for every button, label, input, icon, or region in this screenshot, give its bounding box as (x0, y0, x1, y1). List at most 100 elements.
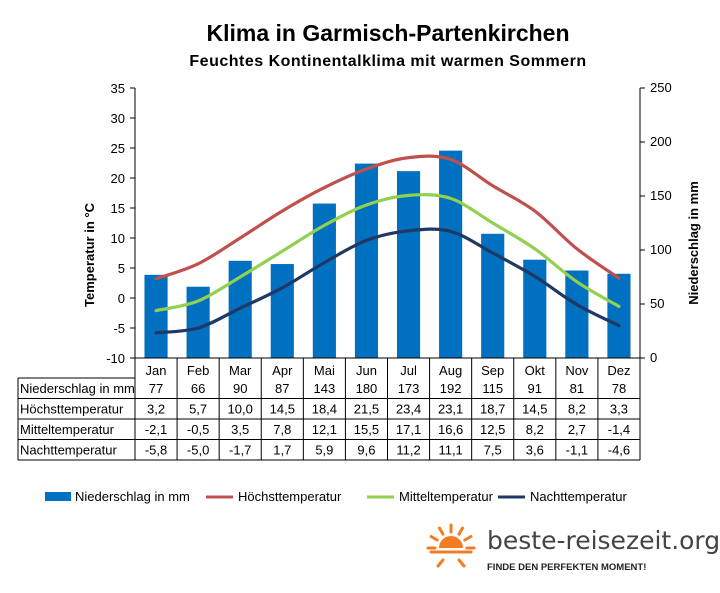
table-cell: 87 (275, 381, 289, 396)
table-cell: 14,5 (522, 402, 547, 417)
month-label: Okt (525, 363, 546, 378)
sun-ray (457, 526, 464, 536)
sun-ray (463, 535, 473, 542)
precipitation-bar (607, 273, 631, 358)
month-label: Aug (439, 363, 462, 378)
table-cell: 3,2 (147, 402, 165, 417)
month-label: Feb (187, 363, 209, 378)
table-cell: 3,5 (231, 422, 249, 437)
left-tick-label: 25 (111, 141, 125, 156)
table-cell: -1,7 (229, 443, 251, 458)
left-tick-label: 15 (111, 201, 125, 216)
right-tick-label: 250 (650, 80, 672, 95)
brand-logo: beste-reisezeit.org FINDE DEN PERFEKTEN … (426, 523, 720, 573)
right-tick-label: 50 (650, 296, 664, 311)
table-cell: 11,2 (396, 443, 420, 458)
table-cell: -5,8 (145, 443, 167, 458)
sun-ray (429, 535, 439, 542)
table-cell: 91 (528, 381, 542, 396)
table-cell: 180 (356, 381, 378, 396)
left-tick-label: 35 (111, 81, 125, 96)
left-tick-label: 0 (118, 291, 125, 306)
precipitation-bar (481, 233, 505, 358)
month-label: Jun (356, 363, 377, 378)
month-label: Mai (314, 363, 335, 378)
left-tick-label: 20 (111, 171, 125, 186)
table-cell: 10,0 (228, 402, 253, 417)
precipitation-bar (354, 163, 379, 358)
table-cell: 12,1 (312, 422, 337, 437)
table-cell: 115 (482, 381, 503, 396)
right-tick-label: 200 (650, 134, 672, 149)
table-cell: 18,4 (312, 402, 337, 417)
mitteltemperatur-line (154, 193, 621, 313)
month-label: Nov (565, 363, 589, 378)
nachttemperatur-line (154, 227, 621, 335)
right-tick-label: 150 (650, 188, 672, 203)
right-tick-label: 100 (650, 242, 672, 257)
precipitation-bar (144, 274, 168, 358)
table-cell: -0,5 (187, 422, 209, 437)
table-cell: 5,7 (189, 402, 207, 417)
table-cell: 173 (398, 381, 420, 396)
table-cell: 23,1 (438, 402, 463, 417)
left-axis-label: Temperatur in °C (82, 202, 97, 307)
table-cell: 66 (191, 381, 205, 396)
table-cell: 14,5 (270, 402, 295, 417)
table-cell: 23,4 (396, 402, 421, 417)
sun-ray (438, 526, 445, 536)
legend-label: Niederschlag in mm (75, 489, 190, 504)
table-cell: -1,4 (608, 422, 630, 437)
table-cell: 192 (440, 381, 462, 396)
table-row-label: Niederschlag in mm (20, 381, 135, 396)
table-cell: 78 (612, 381, 626, 396)
sun-ray (436, 558, 445, 568)
table-cell: 2,7 (568, 422, 586, 437)
precipitation-bar (565, 270, 589, 358)
left-tick-label: -5 (113, 321, 125, 336)
sun-icon (426, 523, 476, 568)
left-tick-label: 10 (111, 231, 125, 246)
month-label: Mar (229, 363, 252, 378)
legend-label: Höchsttemperatur (238, 489, 342, 504)
table-cell: 81 (570, 381, 584, 396)
table-cell: 9,6 (357, 443, 375, 458)
table-cell: 143 (314, 381, 336, 396)
left-tick-label: -10 (106, 351, 125, 366)
höchsttemperatur-line (154, 154, 621, 281)
table-cell: 7,8 (273, 422, 291, 437)
left-tick-label: 5 (118, 261, 125, 276)
legend-label: Mitteltemperatur (399, 489, 494, 504)
sun-half (439, 536, 463, 548)
month-label: Jan (146, 363, 167, 378)
table-cell: 18,7 (480, 402, 505, 417)
month-label: Jul (400, 363, 417, 378)
table-cell: 8,2 (568, 402, 586, 417)
table-cell: 8,2 (526, 422, 544, 437)
month-label: Apr (272, 363, 293, 378)
table-cell: 12,5 (480, 422, 505, 437)
right-tick-label: 0 (650, 350, 657, 365)
sun-ray (457, 558, 466, 568)
table-cell: 3,6 (526, 443, 544, 458)
precipitation-bar (523, 259, 547, 358)
table-cell: -5,0 (187, 443, 209, 458)
table-row-label: Nachttemperatur (20, 443, 117, 458)
legend-swatch-bar (45, 492, 71, 501)
legend-label: Nachttemperatur (530, 489, 627, 504)
precipitation-bar (270, 264, 294, 358)
table-cell: -4,6 (608, 443, 630, 458)
chart-subtitle: Feuchtes Kontinentalklima mit warmen Som… (189, 53, 586, 70)
table-cell: 3,3 (610, 402, 628, 417)
table-cell: 11,1 (438, 443, 462, 458)
table-cell: 7,5 (484, 443, 502, 458)
table-row-label: Höchsttemperatur (20, 402, 124, 417)
month-label: Sep (481, 363, 504, 378)
chart-title: Klima in Garmisch-Partenkirchen (206, 20, 569, 46)
left-tick-label: 30 (111, 111, 125, 126)
table-cell: -1,1 (566, 443, 588, 458)
table-cell: 17,1 (396, 422, 421, 437)
table-cell: 16,6 (438, 422, 463, 437)
right-axis-label: Niederschlag in mm (686, 181, 701, 305)
